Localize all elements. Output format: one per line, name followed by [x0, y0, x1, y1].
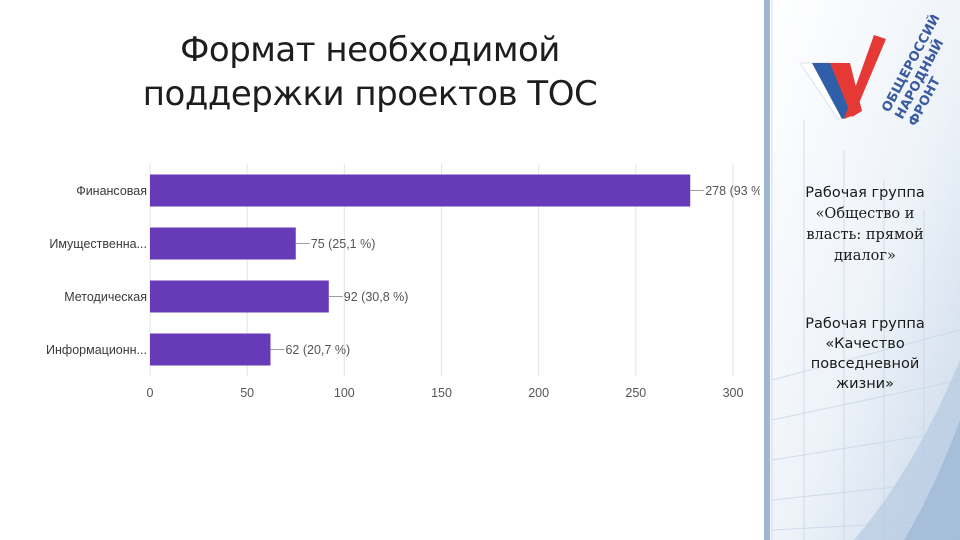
data-label-2: 92 (30,8 %)	[344, 290, 409, 304]
slide-title: Формат необходимой поддержки проектов ТО…	[110, 28, 630, 116]
tick-label-1: 50	[240, 386, 254, 400]
group2-line-2: «Качество	[825, 336, 905, 352]
group1-line-4: диалог»	[834, 248, 896, 264]
tick-label-0: 0	[147, 386, 154, 400]
side-panel-background	[764, 0, 960, 540]
chart-leader-lines	[270, 190, 705, 350]
group1-line-2: «Общество и	[815, 206, 915, 222]
side-panel: ОБЩЕРОССИЙСКИЙ НАРОДНЫЙ ФРОНТ	[764, 0, 960, 540]
tick-label-5: 250	[625, 386, 646, 400]
bar-1	[150, 227, 296, 260]
bar-chart: Финансовая Имущественна... Методическая Инф…	[46, 164, 760, 400]
chart-category-labels: Финансовая Имущественна... Методическая Инф…	[46, 184, 147, 357]
group1-line-1: Рабочая группа	[805, 185, 925, 201]
bar-3	[150, 333, 271, 366]
category-label-1: Имущественна...	[49, 237, 147, 251]
category-label-2: Методическая	[64, 290, 147, 304]
group2-line-3: повседневной	[810, 356, 920, 372]
tick-label-2: 100	[334, 386, 355, 400]
working-group-1: Рабочая группа «Общество и власть: прямо…	[790, 183, 940, 267]
tick-label-3: 150	[431, 386, 452, 400]
bar-2	[150, 280, 329, 313]
title-line-2: поддержки проектов ТОС	[142, 74, 598, 114]
category-label-0: Финансовая	[76, 184, 147, 198]
category-label-3: Информационн...	[46, 343, 147, 357]
group2-line-1: Рабочая группа	[805, 316, 925, 332]
group1-line-3: власть: прямой	[806, 227, 924, 243]
working-group-2: Рабочая группа «Качество повседневной жи…	[790, 314, 940, 394]
data-label-3: 62 (20,7 %)	[285, 343, 350, 357]
tick-label-6: 300	[723, 386, 744, 400]
tick-label-4: 200	[528, 386, 549, 400]
data-label-0: 278 (93 %	[705, 184, 760, 198]
onf-logo-icon: ОБЩЕРОССИЙСКИЙ НАРОДНЫЙ ФРОНТ	[799, 15, 960, 129]
bar-0	[150, 174, 691, 207]
data-label-1: 75 (25,1 %)	[311, 237, 376, 251]
chart-data-labels: 278 (93 % 75 (25,1 %) 92 (30,8 %) 62 (20,7 …	[285, 184, 760, 357]
chart-bars	[150, 174, 691, 366]
chart-tick-labels: 0 50 100 150 200 250 300	[147, 386, 744, 400]
title-line-1: Формат необходимой	[180, 30, 560, 70]
group2-line-4: жизни»	[836, 376, 894, 392]
